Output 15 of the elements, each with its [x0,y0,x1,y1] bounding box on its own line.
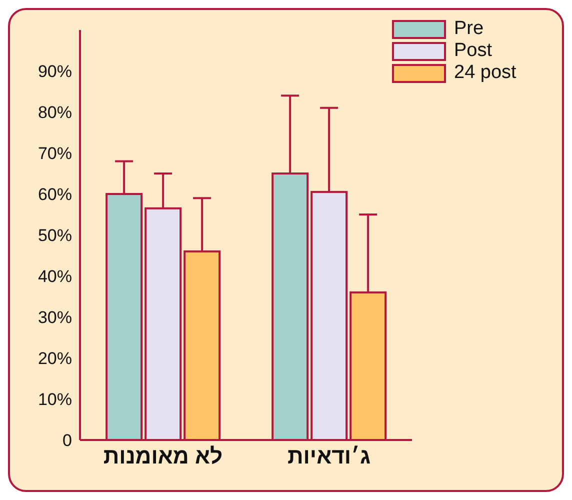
y-tick-label: 50% [38,226,72,246]
x-tick-label: לא מאומנות [103,444,223,469]
legend-label: Pre [454,18,484,40]
y-tick-label: 10% [38,390,72,410]
y-tick-label: 90% [38,62,72,82]
legend-label: Post [454,40,492,62]
y-tick-label: 0 [62,431,72,450]
y-tick-label: 20% [38,349,72,368]
y-tick-label: 70% [38,144,72,164]
x-tick-label: ג׳ודאיות [288,444,370,469]
legend-label: 24 post [454,62,516,84]
y-tick-label: 60% [38,185,72,204]
y-tick-label: 80% [38,103,72,122]
y-tick-label: 40% [38,267,72,286]
y-tick-label: 30% [38,308,72,328]
